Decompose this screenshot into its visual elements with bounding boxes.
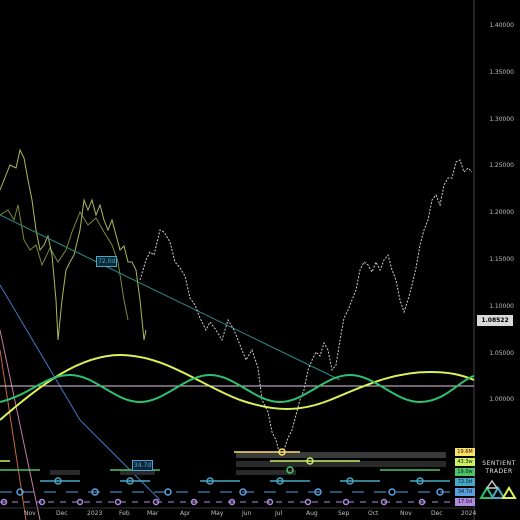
cycle-marker	[276, 477, 284, 485]
y-tick-label: 1.10000	[489, 303, 514, 310]
cycle-marker	[314, 488, 322, 496]
cycle-row-1	[234, 448, 446, 458]
y-tick-label: 1.15000	[489, 256, 514, 263]
trend-line-pink	[0, 329, 41, 520]
cycle-marker	[286, 466, 294, 474]
cycle-marker	[304, 498, 312, 506]
cycle-band	[236, 470, 296, 475]
cycle-row-4	[40, 477, 450, 485]
cycle-marker	[342, 498, 350, 506]
y-tick-label: 1.25000	[489, 162, 514, 169]
logo-mark-icon	[479, 479, 517, 499]
cycle-period-label: 34.7d	[132, 460, 154, 471]
x-tick-label: Aug	[306, 510, 318, 517]
cycle-period-label: 72.0d	[96, 256, 118, 267]
cycle-marker	[206, 477, 214, 485]
historical-fld-trace-2	[0, 204, 129, 321]
cycle-row-2	[0, 457, 446, 467]
y-tick-label: 1.05000	[489, 350, 514, 357]
x-tick-label: Jun	[242, 510, 252, 517]
cycle-marker	[239, 488, 247, 496]
cycle-marker	[38, 498, 46, 506]
price-line	[139, 159, 473, 457]
x-tick-label: Mar	[147, 510, 159, 517]
trend-line-blue-2	[79, 419, 161, 501]
y-tick-label: 1.35000	[489, 69, 514, 76]
cycle-marker	[114, 498, 122, 506]
cycle-marker	[416, 477, 424, 485]
cycle-badge: 43.3w	[455, 458, 475, 466]
cycle-marker	[278, 448, 286, 456]
cycle-badge: 17.0d	[455, 498, 475, 506]
cycle-row-6	[0, 498, 455, 506]
x-tick-label: Nov	[400, 510, 412, 517]
cycle-marker	[0, 498, 8, 506]
x-tick-label: Jul	[275, 510, 283, 517]
cycle-marker	[436, 488, 444, 496]
cycle-marker	[76, 498, 84, 506]
cycle-marker	[91, 488, 99, 496]
cycle-badge: 72.0d	[455, 478, 475, 486]
cycle-marker	[266, 498, 274, 506]
x-tick-label: Sep	[338, 510, 350, 517]
x-tick-label: 2024	[461, 510, 477, 517]
cycle-marker	[306, 457, 314, 465]
cycle-band	[50, 470, 80, 475]
cycle-marker	[388, 488, 396, 496]
x-tick-label: Nov	[24, 510, 36, 517]
x-tick-label: May	[211, 510, 224, 517]
cycle-badge: 19.0w	[455, 468, 475, 476]
cycle-marker	[228, 498, 236, 506]
x-tick-label: Dec	[56, 510, 68, 517]
cycle-wave-short	[0, 373, 475, 404]
current-price-badge: 1.08522	[477, 315, 513, 326]
y-tick-label: 1.30000	[489, 116, 514, 123]
x-tick-label: 2023	[87, 510, 103, 517]
y-tick-label: 1.40000	[489, 22, 514, 29]
cycle-marker	[418, 498, 426, 506]
x-tick-label: Oct	[368, 510, 379, 517]
cycle-band	[236, 452, 446, 458]
cycle-marker	[190, 498, 198, 506]
cycle-marker	[16, 488, 24, 496]
cycle-badge: 19.6M	[455, 448, 475, 456]
logo-word-sentient: SENTIENT	[482, 460, 516, 467]
cycle-marker	[164, 488, 172, 496]
cycle-marker	[54, 477, 62, 485]
trend-line-orange	[0, 349, 27, 520]
y-tick-label: 1.20000	[489, 209, 514, 216]
cycle-row-5	[0, 488, 450, 496]
cycle-marker	[346, 477, 354, 485]
x-tick-label: Feb	[119, 510, 130, 517]
cycle-band	[236, 461, 446, 467]
cycle-marker	[152, 498, 160, 506]
cycle-wave-long	[0, 353, 475, 421]
x-tick-label: Dec	[431, 510, 443, 517]
cycle-marker	[126, 477, 134, 485]
cycle-row-3	[0, 466, 440, 475]
logo-word-trader: TRADER	[485, 468, 513, 475]
cycle-band	[120, 470, 155, 475]
trend-line-teal	[0, 214, 341, 381]
sentient-trader-logo: SENTIENT TRADER	[479, 458, 519, 508]
historical-fld-trace	[0, 148, 147, 341]
x-tick-label: Apr	[180, 510, 191, 517]
y-tick-label: 1.00000	[489, 396, 514, 403]
trend-line-blue	[0, 284, 81, 421]
cycle-marker	[380, 498, 388, 506]
cycle-badge: 34.7d	[455, 488, 475, 496]
